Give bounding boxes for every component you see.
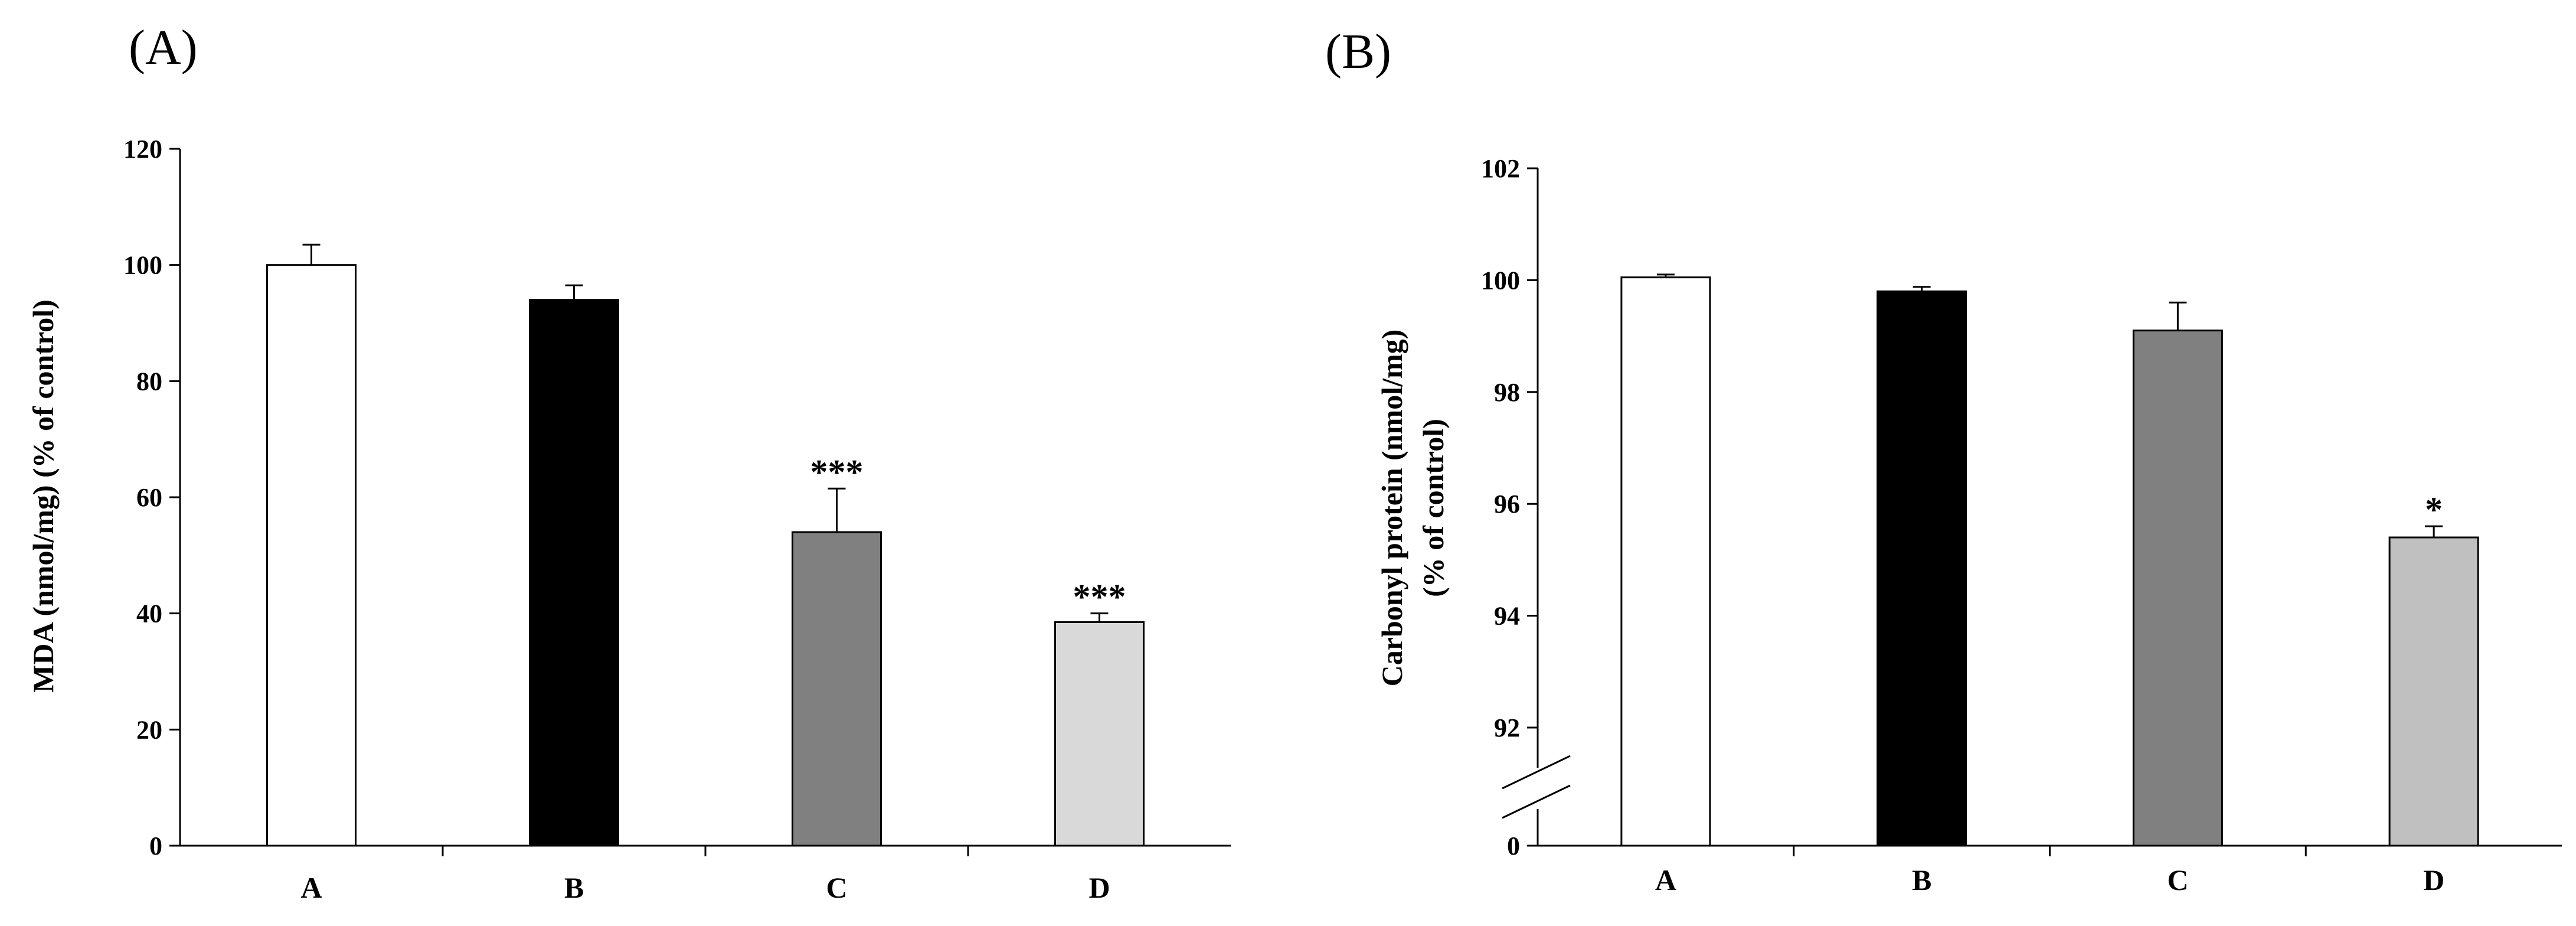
panel-b-y-axis-title: Carbonyl protein (nmol/mg) (1375, 330, 1408, 687)
panel-b-category-label: D (2423, 863, 2444, 896)
panel-a-significance-marker: *** (1073, 578, 1126, 617)
panel-a-bar (792, 531, 882, 847)
panel-b-y-tick-label: 0 (1507, 832, 1520, 860)
panel-a-category-label: A (300, 871, 322, 904)
panel-b-category-label: B (1912, 863, 1931, 896)
panel-a-category-label: B (564, 871, 584, 904)
panel-a-bars (266, 243, 1145, 847)
panel-a-y-tick-label: 40 (136, 599, 162, 628)
panel-b-y-tick-label: 102 (1481, 154, 1520, 183)
panel-a-significance-marker: *** (810, 452, 864, 491)
panel-a-y-tick-label: 80 (136, 367, 162, 396)
panel-b-bar (2388, 536, 2479, 847)
panel-b-y-tick-label: 96 (1494, 490, 1520, 519)
panel-b-y-tick-label: 98 (1494, 378, 1520, 407)
panel-b-label: (B) (1325, 24, 1391, 79)
panel-b-significance-marker: * (2425, 490, 2443, 529)
panel-a: (A) MDA (nmol/mg) (% of control) 0 20 40 60… (27, 20, 1231, 904)
panel-a-label: (A) (129, 20, 198, 75)
panel-b-y-axis-title-line2: (% of control) (1417, 419, 1450, 597)
panel-b-axis-break-mark (1502, 784, 1571, 819)
panel-a-bar (1054, 621, 1145, 847)
panel-a-y-tick-label: 60 (136, 483, 162, 512)
panel-b-y-tick-label: 92 (1494, 713, 1520, 742)
panel-a-y-tick-label: 20 (136, 715, 162, 744)
panel-a-y-tick-label: 0 (149, 832, 162, 860)
panel-a-y-tick-label: 120 (123, 135, 162, 164)
panel-b-category-label: C (2167, 863, 2188, 896)
panel-b-bar (1877, 290, 1967, 847)
panel-b-bar (1620, 276, 1711, 847)
panel-b: (B) Carbonyl protein (nmol/mg) (% of con… (1325, 24, 2562, 896)
panel-a-category-label: D (1088, 871, 1110, 904)
panel-a-labels: 0 20 40 60 80 100 120 A B C *** D *** (123, 135, 1126, 904)
panel-b-bars (1620, 273, 2479, 847)
panel-a-category-label: C (826, 871, 847, 904)
panel-a-bar (529, 299, 619, 847)
panel-a-bar (266, 264, 357, 847)
panel-b-labels: 0 92 94 96 98 100 102 A B C D * (1481, 154, 2444, 896)
panel-a-y-axis-title: MDA (nmol/mg) (% of control) (27, 299, 60, 693)
panel-b-axis-break-mark (1502, 755, 1571, 790)
panel-b-y-tick-label: 100 (1481, 266, 1520, 295)
panel-a-y-tick-label: 100 (123, 251, 162, 280)
panel-b-y-tick-label: 94 (1494, 602, 1520, 631)
panel-b-category-label: A (1655, 863, 1676, 896)
panel-b-bar (2132, 330, 2223, 847)
